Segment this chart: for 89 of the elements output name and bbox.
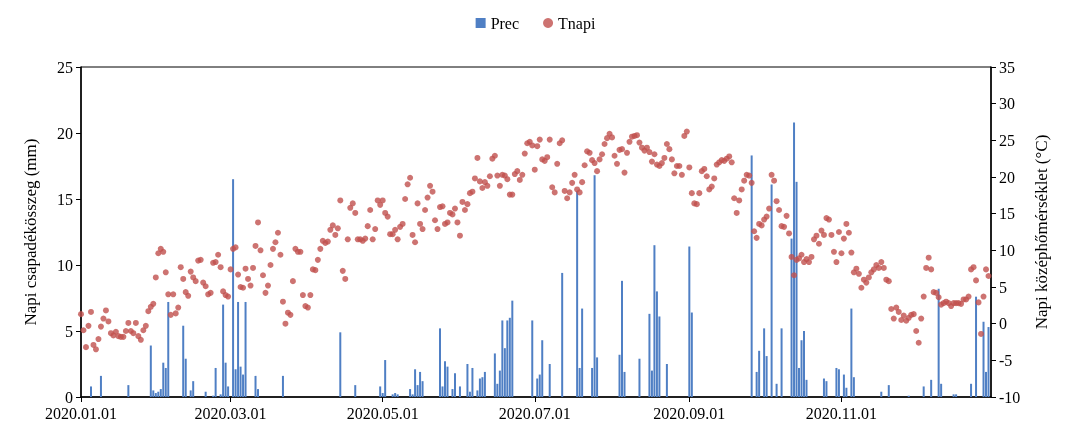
bar bbox=[339, 332, 342, 397]
bar bbox=[281, 375, 284, 397]
bar bbox=[154, 393, 157, 397]
bar bbox=[458, 386, 461, 397]
bar bbox=[955, 394, 958, 397]
bar bbox=[379, 386, 382, 397]
x-tick-label: 2020.09.01 bbox=[653, 404, 726, 422]
bar bbox=[471, 367, 474, 397]
x-tick-label: 2020.11.01 bbox=[805, 404, 878, 422]
y-tick-label: 5 bbox=[65, 322, 73, 340]
bar bbox=[842, 374, 845, 397]
bar bbox=[414, 369, 417, 397]
bar bbox=[970, 383, 973, 397]
y2-tick-label: 5 bbox=[999, 278, 1007, 296]
bar bbox=[99, 375, 102, 397]
bar bbox=[561, 272, 564, 397]
bar bbox=[648, 313, 651, 397]
bar bbox=[182, 325, 185, 397]
y-tick-label: 0 bbox=[65, 388, 73, 406]
y-tick-label: 15 bbox=[57, 190, 73, 208]
bar bbox=[922, 386, 925, 397]
bar bbox=[162, 362, 165, 397]
bar bbox=[930, 379, 933, 397]
bar bbox=[222, 304, 225, 397]
bar bbox=[409, 389, 412, 397]
y2-tick-label: 20 bbox=[999, 168, 1015, 186]
bar bbox=[466, 364, 469, 397]
bar bbox=[531, 320, 534, 397]
y-tick-label: 20 bbox=[57, 124, 73, 142]
bar bbox=[880, 391, 883, 397]
bar bbox=[439, 328, 442, 397]
bar bbox=[192, 381, 195, 397]
bar bbox=[149, 345, 152, 397]
bar bbox=[541, 340, 544, 397]
bar bbox=[688, 246, 691, 397]
bar bbox=[214, 367, 217, 397]
bar bbox=[775, 383, 778, 397]
bar bbox=[850, 308, 853, 397]
bar bbox=[653, 245, 656, 397]
bar bbox=[501, 320, 504, 397]
y2-tick-label: 25 bbox=[999, 131, 1015, 149]
bar bbox=[758, 350, 761, 397]
y-axis-title: Napi csapadékösszeg (mm) bbox=[21, 138, 40, 326]
bar bbox=[453, 373, 456, 397]
bar bbox=[581, 308, 584, 397]
bar bbox=[887, 385, 890, 397]
bar bbox=[511, 300, 514, 397]
bar bbox=[763, 328, 766, 397]
bar bbox=[493, 353, 496, 397]
bar bbox=[638, 358, 641, 397]
bar bbox=[803, 331, 806, 397]
y2-tick-label: -5 bbox=[999, 351, 1013, 369]
y2-axis-title: Napi középhőmérséklet (°C) bbox=[1032, 134, 1051, 330]
bar bbox=[419, 371, 422, 397]
x-tick-label: 2020.03.01 bbox=[194, 404, 267, 422]
y2-tick-label: 0 bbox=[999, 315, 1007, 333]
bar bbox=[665, 364, 668, 397]
bar bbox=[384, 360, 387, 397]
bar bbox=[987, 327, 990, 397]
x-tick-label: 2020.05.01 bbox=[346, 404, 419, 422]
bar bbox=[825, 381, 828, 397]
bar bbox=[548, 364, 551, 397]
bar bbox=[244, 301, 247, 397]
y2-tick-label: -10 bbox=[999, 388, 1021, 406]
bar bbox=[506, 320, 509, 397]
bar bbox=[478, 378, 481, 397]
y2-tick-label: 30 bbox=[999, 95, 1015, 113]
y2-tick-label: 35 bbox=[999, 58, 1015, 76]
y2-tick-label: 10 bbox=[999, 241, 1015, 259]
bar bbox=[780, 328, 783, 397]
bar bbox=[822, 378, 825, 397]
bar bbox=[237, 301, 240, 397]
bar bbox=[444, 361, 446, 397]
bar bbox=[89, 386, 92, 397]
bar bbox=[483, 371, 486, 397]
bar bbox=[127, 385, 130, 397]
y2-tick-label: 15 bbox=[999, 205, 1015, 223]
x-tick-label: 2020.07.01 bbox=[498, 404, 571, 422]
bar bbox=[621, 280, 624, 397]
legend-label: Tnapi bbox=[558, 14, 596, 33]
bar bbox=[952, 394, 955, 397]
bar bbox=[354, 385, 357, 397]
legend-label: Prec bbox=[490, 14, 520, 32]
x-tick-label: 2020.01.01 bbox=[45, 404, 117, 422]
y-tick-label: 10 bbox=[57, 256, 73, 274]
bar bbox=[204, 391, 207, 397]
bar bbox=[536, 378, 539, 397]
bar bbox=[391, 394, 394, 397]
y-tick-label: 25 bbox=[57, 58, 73, 76]
